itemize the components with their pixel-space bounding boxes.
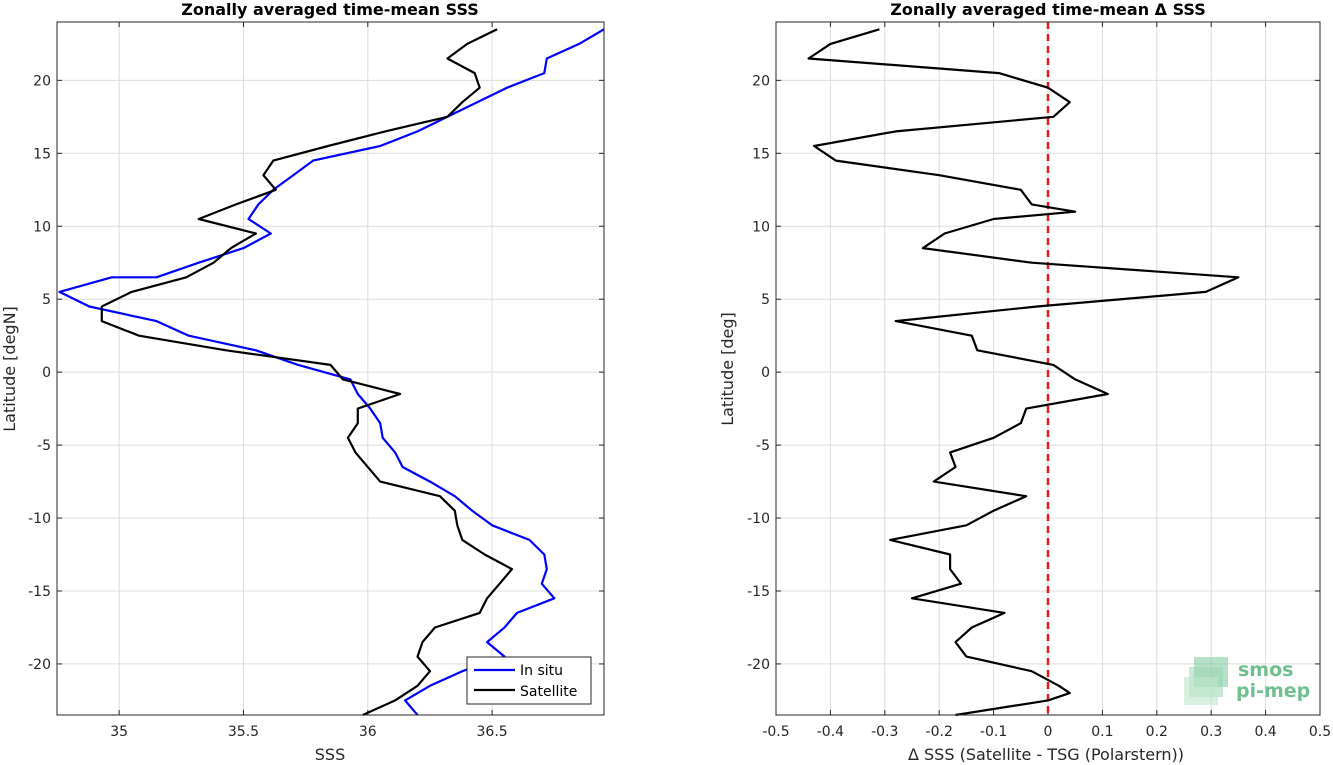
x-tick-label: 0 <box>1044 724 1053 740</box>
right-panel-delta-sss: -0.5 -0.4 -0.3 -0.2 -0.1 0 0.1 0.2 0.3 0.4 0.5 -20 -… <box>718 0 1331 764</box>
y-tick-label: 5 <box>42 292 51 308</box>
y-tick-label: 15 <box>33 146 51 162</box>
y-tick-label: 15 <box>752 146 770 162</box>
x-tick-label: -0.4 <box>817 724 844 740</box>
x-tick-label: 36.5 <box>477 724 508 740</box>
x-tick-label: 36 <box>359 724 377 740</box>
x-tick-label: -0.5 <box>762 724 789 740</box>
y-tick-label: -5 <box>756 438 770 454</box>
right-series <box>807 28 1240 717</box>
y-tick-label: 0 <box>761 365 770 381</box>
legend: In situ Satellite <box>466 656 592 705</box>
left-x-axis-label: SSS <box>315 745 345 764</box>
y-tick-label: 20 <box>33 73 51 89</box>
x-tick-label: 0.5 <box>1309 724 1331 740</box>
right-x-axis-label: Δ SSS (Satellite - TSG (Polarstern)) <box>908 745 1184 764</box>
y-tick-label: -10 <box>747 511 770 527</box>
left-axes-box <box>56 21 605 716</box>
y-tick-label: -15 <box>747 584 770 600</box>
logo-text-pi-mep: pi-mep <box>1236 680 1310 702</box>
left-grid <box>57 22 604 715</box>
x-tick-label: 0.4 <box>1254 724 1276 740</box>
series-line-in-situ <box>58 28 605 716</box>
right-y-axis-label: Latitude [deg] <box>718 312 737 426</box>
right-chart-title: Zonally averaged time-mean Δ SSS <box>890 0 1206 19</box>
legend-label-in-situ: In situ <box>520 663 563 679</box>
x-tick-label: 0.3 <box>1200 724 1222 740</box>
right-axes-box <box>775 21 1321 716</box>
left-panel-sss: 35 35.5 36 36.5 -20 -15 -10 -5 0 5 10 15 20 Zonally … <box>0 0 605 764</box>
x-tick-label: 0.2 <box>1146 724 1168 740</box>
left-plot-area <box>57 22 604 715</box>
series-line-delta-sss <box>807 28 1240 717</box>
x-tick-label: 35.5 <box>228 724 259 740</box>
logo-text-smos: smos <box>1238 659 1293 681</box>
x-tick-label: 35 <box>110 724 128 740</box>
right-ticks: -0.5 -0.4 -0.3 -0.2 -0.1 0 0.1 0.2 0.3 0.4 0.5 -20 -… <box>747 22 1331 740</box>
legend-box <box>466 656 592 705</box>
x-tick-label: 0.1 <box>1091 724 1113 740</box>
left-y-axis-label: Latitude [degN] <box>0 306 19 432</box>
series-line-satellite <box>100 28 514 717</box>
logo-mark-icon <box>1184 657 1228 705</box>
y-tick-label: -20 <box>747 657 770 673</box>
legend-label-satellite: Satellite <box>520 684 577 700</box>
y-tick-label: 10 <box>33 219 51 235</box>
y-tick-label: 10 <box>752 219 770 235</box>
y-tick-label: 0 <box>42 365 51 381</box>
y-tick-label: -10 <box>28 511 51 527</box>
x-tick-label: -0.2 <box>926 724 953 740</box>
left-chart-title: Zonally averaged time-mean SSS <box>181 0 479 19</box>
x-tick-label: -0.3 <box>871 724 898 740</box>
left-ticks: 35 35.5 36 36.5 -20 -15 -10 -5 0 5 10 15 20 <box>28 22 604 740</box>
left-series <box>58 28 605 717</box>
y-tick-label: -5 <box>37 438 51 454</box>
y-tick-label: -15 <box>28 584 51 600</box>
y-tick-label: 5 <box>761 292 770 308</box>
x-tick-label: -0.1 <box>980 724 1007 740</box>
y-tick-label: 20 <box>752 73 770 89</box>
smos-pi-mep-logo: smos pi-mep <box>1184 657 1310 705</box>
y-tick-label: -20 <box>28 657 51 673</box>
